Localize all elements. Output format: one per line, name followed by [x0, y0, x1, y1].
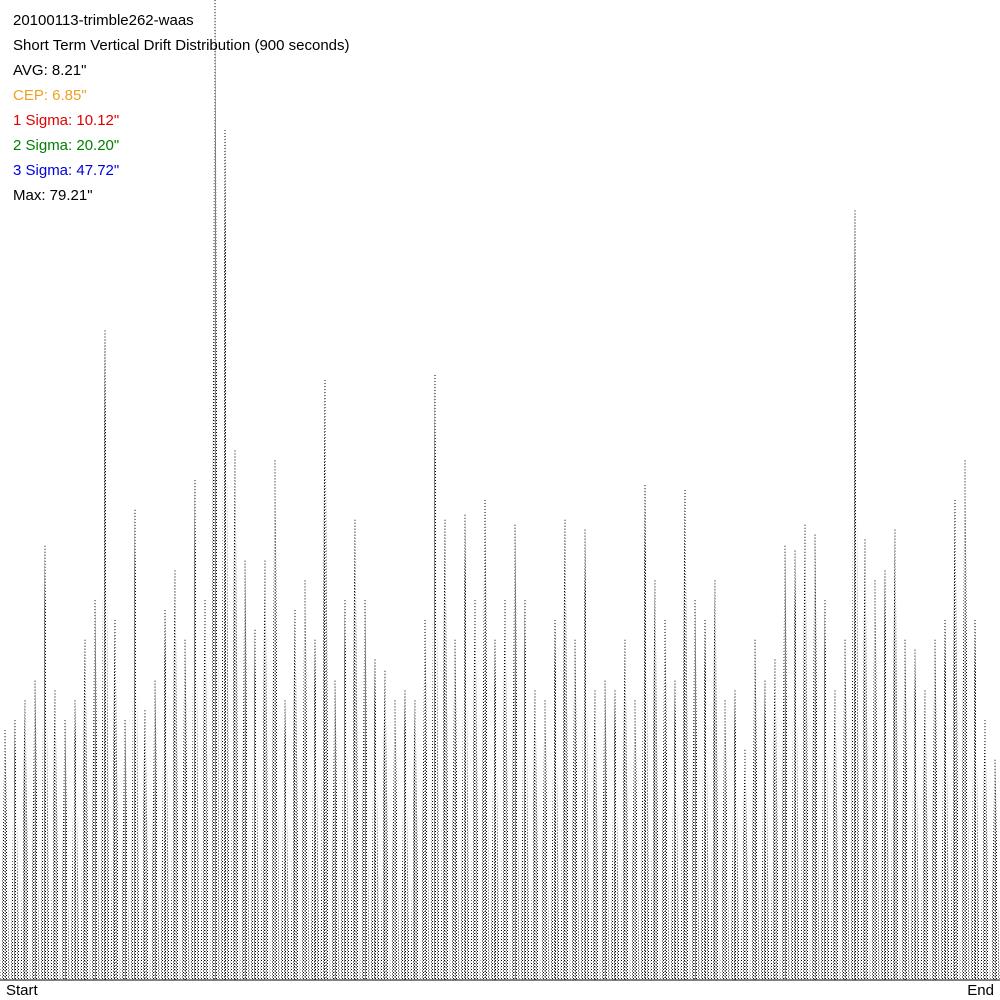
drift-spike: [410, 700, 420, 980]
drift-spike: [70, 700, 80, 980]
drift-spike: [80, 639, 90, 980]
stat-line: Max: 79.21": [13, 187, 93, 204]
drift-spike: [300, 580, 310, 980]
drift-spike: [840, 639, 850, 980]
drift-spike: [150, 680, 160, 980]
drift-spike: [310, 639, 320, 980]
drift-spike: [0, 730, 10, 980]
drift-spike: [620, 639, 630, 980]
drift-spike: [720, 700, 730, 980]
drift-spike: [790, 550, 800, 980]
drift-spike: [490, 639, 500, 980]
drift-spike: [250, 629, 260, 980]
drift-spike: [770, 659, 780, 980]
drift-spike: [240, 560, 250, 980]
x-start-label: Start: [6, 982, 39, 999]
drift-spike: [20, 700, 30, 980]
stat-line: 3 Sigma: 47.72": [13, 162, 119, 179]
drift-spike: [650, 580, 660, 980]
drift-spike: [290, 610, 300, 980]
drift-spike: [680, 490, 690, 980]
drift-spike: [760, 680, 770, 980]
drift-spike: [740, 749, 750, 980]
drift-spike: [160, 610, 170, 980]
drift-spike: [30, 680, 40, 980]
drift-spike: [140, 710, 150, 980]
drift-spike: [800, 524, 810, 980]
drift-spike: [960, 460, 970, 980]
drift-spike: [750, 639, 760, 980]
drift-spike: [350, 519, 360, 980]
drift-spike: [390, 700, 400, 980]
drift-spike: [870, 580, 880, 980]
drift-spike: [990, 759, 1000, 980]
drift-spike: [570, 639, 580, 980]
drift-spike: [280, 700, 290, 980]
drift-spike: [900, 639, 910, 980]
drift-spike: [860, 539, 870, 980]
drift-spike: [630, 700, 640, 980]
drift-spike: [270, 460, 280, 980]
drift-spike: [130, 509, 140, 980]
drift-spike: [40, 545, 50, 980]
x-end-label: End: [967, 982, 994, 999]
drift-spike: [600, 680, 610, 980]
drift-spike: [370, 659, 380, 980]
drift-spike: [440, 519, 450, 980]
drift-spike: [930, 639, 940, 980]
stat-line: 2 Sigma: 20.20": [13, 137, 119, 154]
drift-spike: [460, 514, 470, 980]
drift-spike: [710, 580, 720, 980]
stats: AVG: 8.21" CEP: 6.85" 1 Sigma: 10.12" 2 Sig…: [13, 62, 119, 204]
drift-spike: [780, 545, 790, 980]
drift-spike: [220, 130, 230, 980]
drift-spike: [180, 639, 190, 980]
drift-spike: [450, 639, 460, 980]
drift-spike: [640, 485, 650, 980]
drift-spike: [430, 375, 440, 981]
drift-spike: [560, 519, 570, 980]
drift-spike: [670, 680, 680, 980]
stat-line: CEP: 6.85": [13, 87, 87, 104]
drift-spike: [540, 700, 550, 980]
chart-title: 20100113-trimble262-waas: [13, 12, 194, 29]
stat-line: 1 Sigma: 10.12": [13, 112, 119, 129]
drift-spike: [380, 670, 390, 980]
drift-spike: [260, 560, 270, 980]
stat-line: AVG: 8.21": [13, 62, 86, 79]
drift-spike: [330, 680, 340, 980]
drift-spike: [510, 524, 520, 980]
chart-subtitle: Short Term Vertical Drift Distribution (…: [13, 37, 350, 54]
